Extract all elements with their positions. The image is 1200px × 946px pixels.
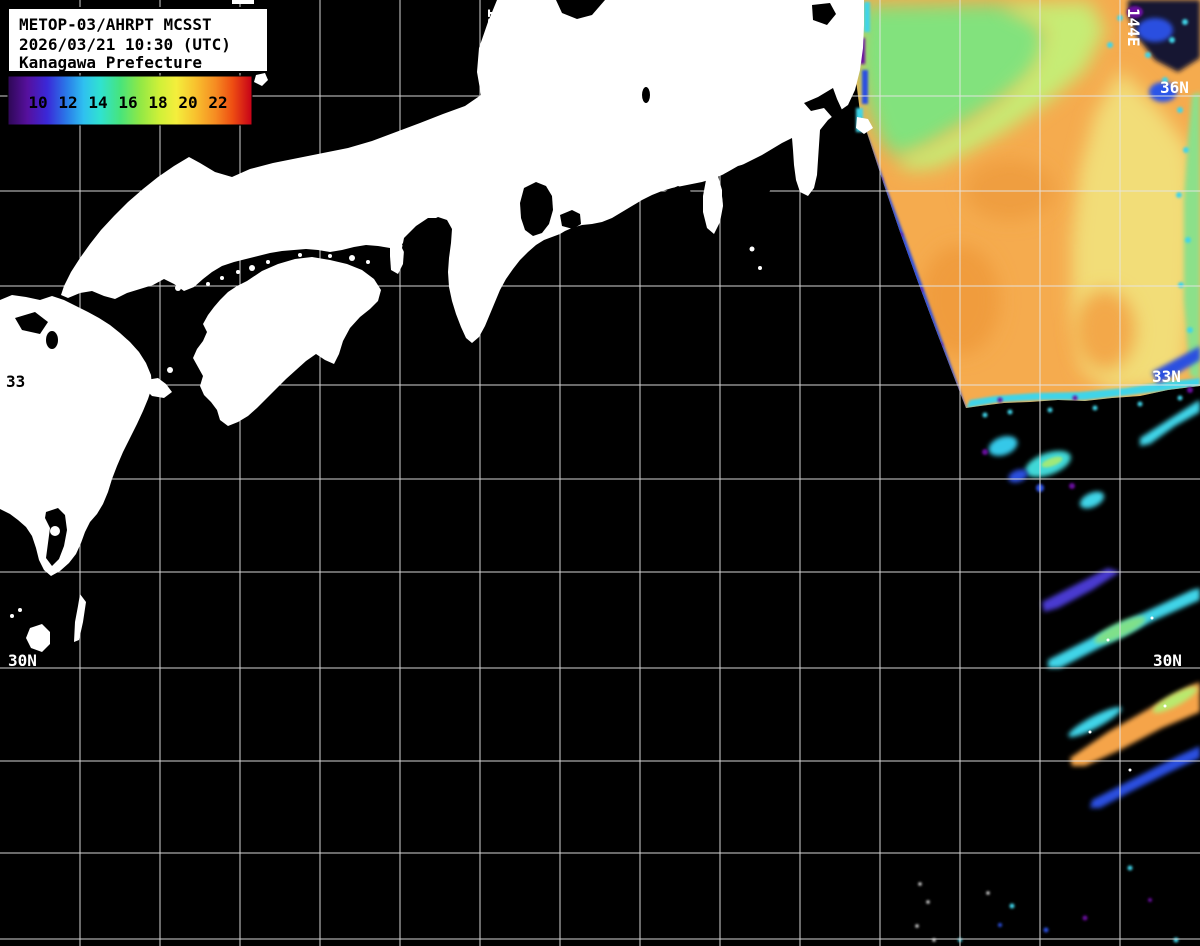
- bay-omura: [46, 331, 58, 349]
- bay-wakasa: [556, 0, 605, 19]
- land-islet: [167, 367, 173, 373]
- bay-suruga: [662, 186, 695, 244]
- colorbar-tick: 22: [208, 93, 227, 112]
- land-boso-tip-bit: [856, 117, 873, 134]
- bay-kagoshima: [45, 508, 67, 566]
- land-mask: [0, 0, 873, 652]
- satellite-swath-main: [856, 0, 1200, 418]
- land-islet: [10, 614, 14, 618]
- land-top-sliver: [232, 0, 254, 4]
- land-yakushima: [26, 624, 50, 652]
- land-tanegashima: [74, 594, 86, 642]
- colorbar-tick: 20: [178, 93, 197, 112]
- label-33-left: 33: [6, 372, 25, 391]
- land-awaji: [390, 238, 404, 274]
- label-144e: 144E: [1124, 8, 1143, 47]
- fragment-blue-stripe: [1152, 346, 1200, 384]
- swath-right-green-strip: [1184, 92, 1200, 380]
- label-30n-left: 30N: [8, 651, 37, 670]
- colorbar-tick: 10: [28, 93, 47, 112]
- title-box: METOP-03/AHRPT MCSST 2026/03/21 10:30 (U…: [7, 7, 269, 73]
- title-line-datetime: 2026/03/21 10:30 (UTC): [19, 35, 231, 54]
- swath-cloud-blue: [1137, 18, 1173, 42]
- fragment-purple-speck: [1187, 387, 1193, 393]
- land-oita-bit: [144, 378, 172, 398]
- bay-ise: [520, 182, 553, 236]
- label-30n-right: 30N: [1153, 651, 1182, 670]
- colorbar-tick: 14: [88, 93, 107, 112]
- title-box-frame: [7, 7, 269, 73]
- colorbar-tick: 16: [118, 93, 137, 112]
- title-line-product: METOP-03/AHRPT MCSST: [19, 15, 212, 34]
- land-izu-peninsula: [703, 176, 723, 234]
- land-goto-amakusa: [0, 368, 38, 458]
- bay-osaka: [402, 218, 449, 266]
- swath-cloud-purple: [1127, 6, 1143, 18]
- label-36n: 36N: [1160, 78, 1189, 97]
- land-izu-island: [749, 246, 755, 252]
- label-33n-right: 33N: [1152, 367, 1181, 386]
- swath-cloud-blue: [1149, 82, 1177, 102]
- swath-bottom-cyan-edge: [966, 378, 1200, 408]
- swath-cool-green-patch: [858, 4, 1050, 158]
- bay-mikawa: [560, 210, 581, 229]
- land-shikoku: [193, 257, 381, 426]
- colorbar-gradient: [7, 75, 253, 126]
- fragment-cyan-stripe: [1140, 400, 1200, 446]
- colorbar-tick: 18: [148, 93, 167, 112]
- land-seto-islands: [175, 250, 400, 291]
- swath-left-blue-edge: [858, 112, 966, 408]
- swath-orange-patch: [1075, 290, 1135, 370]
- land-islet: [18, 608, 22, 612]
- land-izu-island: [758, 266, 762, 270]
- bay-ariake: [15, 312, 48, 334]
- bay-tokyo-arrow: [804, 88, 843, 124]
- title-line-region: Kanagawa Prefecture: [19, 53, 202, 72]
- lake-dot: [642, 87, 650, 103]
- colorbar: 10 12 14 16 18 20 22: [7, 75, 253, 126]
- fragment-white-specks: [1088, 616, 1167, 772]
- bay-sagami: [722, 162, 774, 228]
- land-kyushu: [0, 295, 152, 576]
- swath-yellowgreen-fringe: [898, 2, 1105, 170]
- swath-dark-orange-patch: [965, 160, 1055, 220]
- colorbar-tick: 12: [58, 93, 77, 112]
- land-honshu: [61, 0, 864, 343]
- colorbar-ticks: 10 12 14 16 18 20 22: [28, 93, 227, 112]
- land-oki: [254, 73, 268, 86]
- bays-and-lakes: [15, 0, 843, 566]
- fragment-blob-cluster: [982, 436, 1105, 509]
- bay-top-blob: [812, 3, 836, 25]
- land-sakurajima: [50, 526, 60, 536]
